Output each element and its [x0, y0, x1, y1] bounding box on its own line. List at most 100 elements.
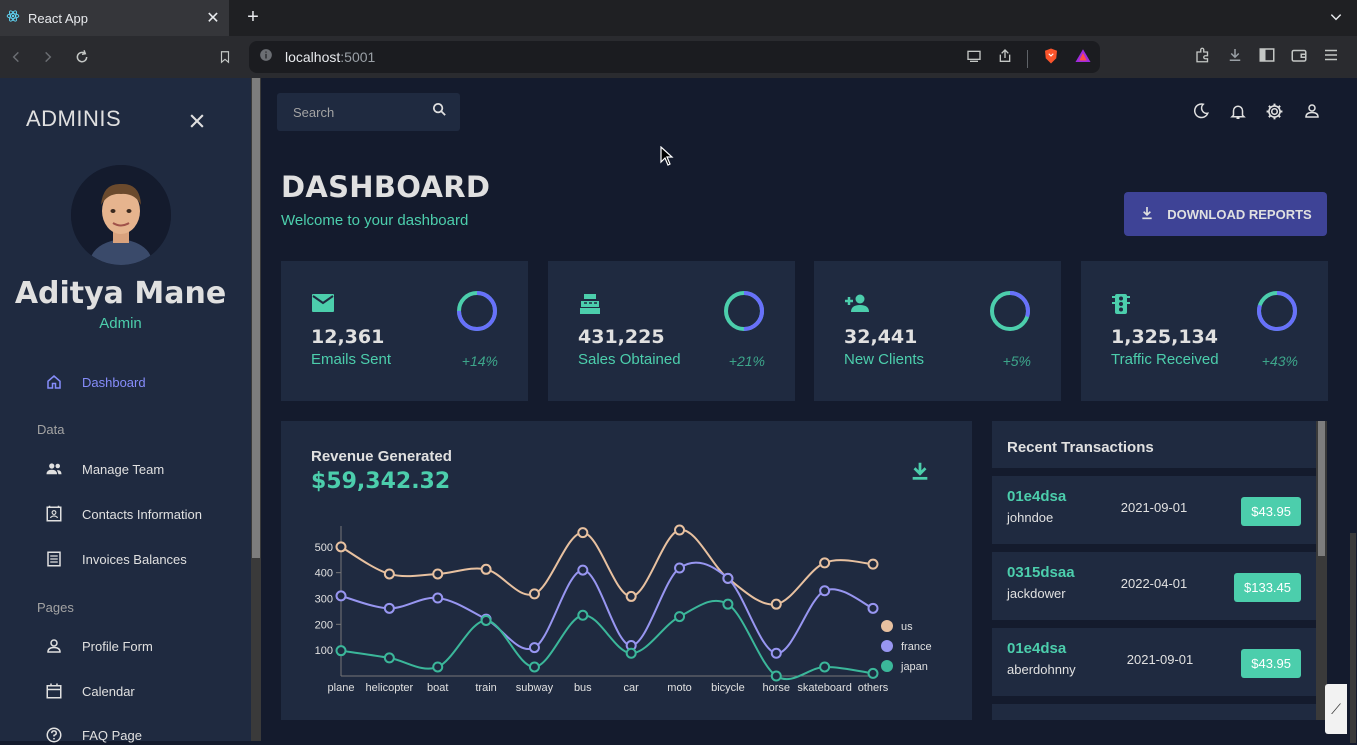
url-host: localhost: [285, 49, 341, 65]
stat-increase: +21%: [728, 353, 765, 369]
page-scrollbar-thumb[interactable]: [1350, 533, 1356, 743]
sidebar-item-contacts[interactable]: Contacts Information: [44, 504, 202, 524]
react-logo-icon: [6, 9, 20, 28]
brave-shield-icon[interactable]: [1042, 47, 1060, 70]
revenue-line-chart: 100 200 300 400 500 plane helicopter boat train s…: [315, 524, 932, 694]
address-bar[interactable]: localhost:5001: [249, 41, 1100, 73]
progress-ring: [457, 291, 497, 331]
reload-icon[interactable]: [70, 45, 94, 69]
sidebar-item-manage-team[interactable]: Manage Team: [44, 459, 164, 479]
x-tick-label: plane: [328, 682, 355, 694]
y-tick-label: 300: [315, 594, 333, 606]
x-tick-label: others: [858, 682, 889, 694]
data-point: [722, 598, 734, 610]
data-point: [770, 647, 782, 659]
traffic-icon: [1111, 293, 1131, 320]
data-point: [383, 568, 395, 580]
stat-label: New Clients: [844, 351, 925, 368]
tab-close-icon[interactable]: ✕: [206, 10, 220, 27]
tab-title: React App: [28, 10, 88, 26]
transactions-scrollbar-thumb[interactable]: [1318, 421, 1325, 556]
data-point: [867, 602, 879, 614]
progress-ring: [1257, 291, 1297, 331]
sidebar-item-label: Dashboard: [82, 374, 146, 390]
x-tick-label: helicopter: [366, 682, 414, 694]
data-point: [819, 585, 831, 597]
extensions-icon[interactable]: [1194, 46, 1212, 69]
sidebar: ADMINIS Aditya Mane Admin Dashboard Data…: [0, 78, 251, 743]
cast-icon[interactable]: [965, 48, 983, 69]
receipt-icon: [44, 549, 64, 569]
sidebar-toggle-icon[interactable]: [1258, 46, 1276, 69]
data-point: [432, 592, 444, 604]
site-info-icon[interactable]: [259, 48, 273, 67]
revenue-title: Revenue Generated: [311, 448, 452, 465]
data-point: [528, 661, 540, 673]
page-title: DASHBOARD: [281, 170, 491, 204]
topbar-icons: [1190, 100, 1322, 122]
downloads-icon[interactable]: [1226, 46, 1244, 69]
notifications-icon[interactable]: [1227, 100, 1248, 122]
browser-tabbar: React App ✕ +: [0, 0, 1357, 36]
x-tick-label: moto: [667, 682, 691, 694]
browser-tab[interactable]: React App ✕: [0, 0, 229, 36]
back-icon[interactable]: [4, 45, 28, 69]
brave-rewards-icon[interactable]: [1074, 47, 1092, 70]
progress-ring: [724, 291, 764, 331]
y-tick-label: 500: [315, 542, 333, 554]
stat-value: 431,225: [578, 326, 665, 348]
revenue-panel: Revenue Generated $59,342.32 100 200 300 40…: [281, 421, 972, 720]
recent-transactions-panel: Recent Transactions 01e4dsa johndoe 2021…: [992, 421, 1316, 720]
search-icon[interactable]: [431, 101, 448, 123]
legend-swatch: [881, 620, 893, 632]
sidebar-scrollbar[interactable]: [251, 78, 261, 741]
profile-icon[interactable]: [1301, 100, 1322, 122]
transaction-row: 01e4dsa aberdohnny 2021-09-01 $43.95: [992, 628, 1316, 700]
transactions-title: Recent Transactions: [992, 421, 1316, 472]
sidebar-close-icon[interactable]: [187, 111, 207, 136]
sidebar-item-dashboard[interactable]: Dashboard: [44, 372, 146, 392]
download-icon[interactable]: [909, 459, 931, 488]
sidebar-scrollbar-thumb[interactable]: [252, 78, 260, 558]
bookmark-icon[interactable]: [213, 45, 237, 69]
data-point: [577, 527, 589, 539]
transaction-id: 01e4dsa: [1007, 640, 1067, 657]
download-reports-button[interactable]: DOWNLOAD REPORTS: [1124, 192, 1327, 236]
settings-icon[interactable]: [1264, 100, 1285, 122]
stat-value: 12,361: [311, 326, 385, 348]
forward-icon[interactable]: [36, 45, 60, 69]
sidebar-item-calendar[interactable]: Calendar: [44, 681, 135, 701]
calendar-icon: [44, 681, 64, 701]
new-tab-icon[interactable]: +: [247, 6, 259, 28]
dark-mode-icon[interactable]: [1190, 100, 1211, 122]
download-icon: [1139, 204, 1155, 225]
transactions-scrollbar[interactable]: [1316, 421, 1327, 720]
page-scrollbar[interactable]: [1349, 78, 1357, 743]
tab-list-chevron-icon[interactable]: [1329, 10, 1343, 29]
data-point: [819, 661, 831, 673]
wallet-icon[interactable]: [1290, 46, 1308, 69]
data-point: [432, 661, 444, 673]
resize-handle-icon[interactable]: ⟋: [1325, 684, 1347, 734]
sidebar-item-profile-form[interactable]: Profile Form: [44, 636, 153, 656]
sidebar-item-faq[interactable]: FAQ Page: [44, 725, 142, 745]
point-of-sale-icon: [578, 293, 602, 320]
x-tick-label: car: [624, 682, 640, 694]
stat-card-emails: 12,361 Emails Sent +14%: [281, 261, 528, 401]
menu-icon[interactable]: [1322, 46, 1340, 69]
stat-label: Sales Obtained: [578, 351, 681, 368]
sidebar-item-invoices[interactable]: Invoices Balances: [44, 549, 187, 569]
share-icon[interactable]: [997, 48, 1013, 69]
transaction-cost-badge: $43.95: [1241, 497, 1301, 526]
data-point: [335, 645, 347, 657]
home-icon: [44, 372, 64, 392]
data-point: [867, 558, 879, 570]
person-add-icon: [844, 293, 870, 318]
search-box[interactable]: [277, 93, 460, 131]
stat-card-clients: 32,441 New Clients +5%: [814, 261, 1061, 401]
sidebar-item-label: Manage Team: [82, 461, 165, 477]
search-input[interactable]: [293, 104, 431, 120]
x-tick-label: horse: [763, 682, 791, 694]
progress-ring-fill: [457, 291, 497, 331]
download-reports-label: DOWNLOAD REPORTS: [1167, 206, 1312, 222]
